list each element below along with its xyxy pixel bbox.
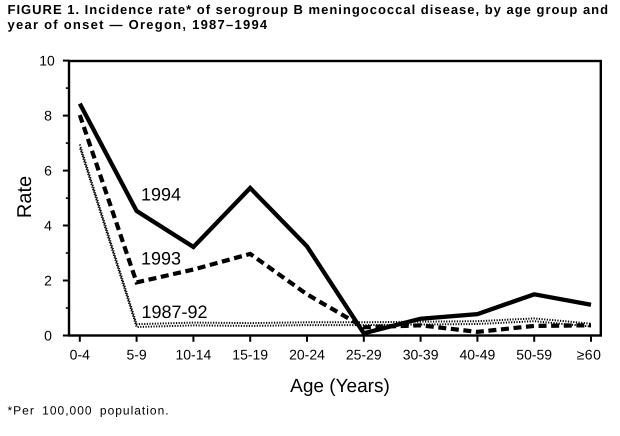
svg-text:50-59: 50-59 [516,347,552,363]
svg-text:5-9: 5-9 [126,347,146,363]
svg-text:Rate: Rate [14,176,36,218]
svg-text:*Per 100,000 population.: *Per 100,000 population. [8,403,170,417]
svg-text:20-24: 20-24 [289,347,325,363]
svg-text:30-39: 30-39 [403,347,439,363]
svg-text:6: 6 [44,163,52,179]
svg-text:10-14: 10-14 [175,347,211,363]
svg-text:8: 8 [44,108,52,124]
svg-text:2: 2 [44,273,52,289]
svg-text:≥60: ≥60 [577,347,602,363]
svg-text:10: 10 [39,53,55,69]
svg-text:1994: 1994 [141,185,181,205]
svg-text:4: 4 [44,218,52,234]
svg-text:1993: 1993 [141,248,181,268]
svg-text:25-29: 25-29 [346,347,382,363]
svg-text:year of onset — Oregon, 1987–1: year of onset — Oregon, 1987–1994 [8,17,269,32]
svg-text:0-4: 0-4 [70,347,90,363]
svg-text:15-19: 15-19 [232,347,268,363]
svg-text:0: 0 [44,328,52,344]
svg-text:Age (Years): Age (Years) [290,376,390,397]
svg-text:FIGURE 1. Incidence rate* of s: FIGURE 1. Incidence rate* of serogroup B… [8,2,610,17]
svg-text:40-49: 40-49 [459,347,495,363]
svg-text:1987-92: 1987-92 [142,302,208,322]
